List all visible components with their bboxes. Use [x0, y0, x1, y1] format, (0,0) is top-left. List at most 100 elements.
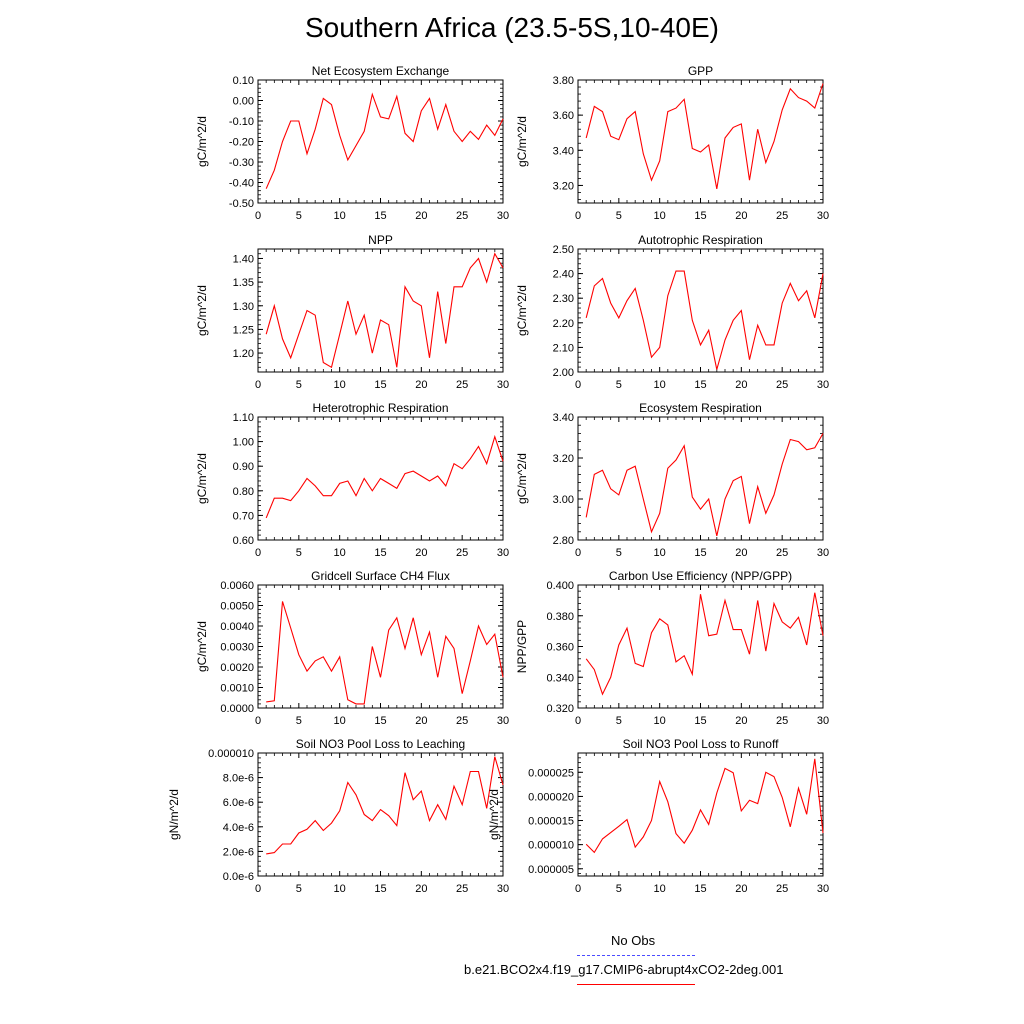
y-tick-label: 1.10	[233, 412, 254, 424]
x-tick-label: 0	[575, 547, 581, 559]
plot-frame	[257, 584, 504, 709]
x-tick-label: 5	[296, 210, 302, 222]
x-tick-label: 25	[776, 883, 788, 895]
y-tick-label: 0.00	[233, 96, 254, 108]
x-tick-label: 5	[296, 715, 302, 727]
x-tick-label: 30	[497, 883, 509, 895]
y-tick-label: 0.0010	[220, 683, 254, 695]
x-tick-label: 20	[415, 715, 427, 727]
x-tick-label: 15	[694, 210, 706, 222]
x-tick-label: 25	[456, 547, 468, 559]
x-tick-label: 0	[255, 379, 261, 391]
y-axis-label: gC/m^2/d	[195, 285, 209, 336]
x-tick-label: 10	[334, 883, 346, 895]
chart-soil-no3-pool-loss-to-leaching: 0 5 10 15 20 25 30 0.0e-6 2.0e-6 4.0e-6 6.0e-6 8.0e…	[167, 737, 509, 895]
y-tick-label: 2.10	[553, 342, 574, 354]
x-tick-label: 0	[575, 379, 581, 391]
x-tick-label: 25	[776, 210, 788, 222]
y-tick-label: 0.000010	[208, 748, 254, 760]
chart-soil-no3-pool-loss-to-runoff: 0 5 10 15 20 25 30 0.000005 0.000010 0.000015 0.00…	[487, 737, 829, 895]
plot-frame	[577, 584, 824, 709]
x-tick-label: 25	[456, 715, 468, 727]
y-tick-label: 3.40	[553, 412, 574, 424]
x-tick-label: 15	[374, 547, 386, 559]
x-tick-label: 10	[654, 547, 666, 559]
y-tick-label: 0.000010	[528, 840, 574, 852]
y-tick-label: 0.0000	[220, 703, 254, 715]
series-line	[585, 758, 824, 854]
series-line	[265, 252, 504, 369]
y-tick-label: 2.80	[553, 535, 574, 547]
x-tick-label: 30	[817, 547, 829, 559]
x-tick-label: 0	[575, 883, 581, 895]
y-tick-label: 1.35	[233, 277, 254, 289]
plot-frame	[577, 416, 824, 541]
x-tick-label: 20	[735, 715, 747, 727]
x-tick-label: 15	[374, 883, 386, 895]
series-line	[585, 83, 824, 189]
x-tick-label: 10	[654, 883, 666, 895]
x-tick-label: 25	[456, 883, 468, 895]
x-tick-label: 20	[415, 883, 427, 895]
x-tick-label: 15	[374, 715, 386, 727]
series-line	[265, 434, 504, 519]
series-line	[585, 270, 824, 370]
chart-title: Heterotrophic Respiration	[312, 401, 448, 415]
x-tick-label: 20	[735, 210, 747, 222]
x-tick-label: 15	[374, 379, 386, 391]
x-tick-label: 5	[616, 210, 622, 222]
x-tick-label: 10	[334, 715, 346, 727]
x-tick-label: 5	[616, 547, 622, 559]
x-tick-label: 30	[497, 547, 509, 559]
x-tick-label: 25	[776, 547, 788, 559]
y-tick-label: 1.25	[233, 324, 254, 336]
y-tick-label: 0.000015	[528, 816, 574, 828]
y-tick-label: 1.20	[233, 348, 254, 360]
y-axis-label: gN/m^2/d	[487, 789, 501, 840]
x-tick-label: 0	[255, 715, 261, 727]
x-tick-label: 15	[694, 883, 706, 895]
chart-title: Ecosystem Respiration	[639, 401, 762, 415]
x-tick-label: 5	[616, 379, 622, 391]
y-axis-label: gN/m^2/d	[167, 789, 181, 840]
y-tick-label: -0.20	[229, 137, 254, 149]
chart-title: Soil NO3 Pool Loss to Leaching	[296, 737, 465, 751]
y-tick-label: 0.400	[546, 580, 574, 592]
y-tick-label: 0.000025	[528, 767, 574, 779]
y-tick-label: 2.20	[553, 318, 574, 330]
y-tick-label: 2.00	[553, 367, 574, 379]
y-tick-label: 0.380	[546, 611, 574, 623]
chart-gpp: 0 5 10 15 20 25 30 3.20 3.40 3.60 3.80 GPP gC/m^2/d	[515, 64, 829, 222]
x-tick-label: 0	[255, 210, 261, 222]
x-tick-label: 20	[735, 883, 747, 895]
plot-frame	[257, 752, 504, 877]
chart-heterotrophic-respiration: 0 5 10 15 20 25 30 0.60 0.70 0.80 0.90 1.00 1.10 Hete…	[195, 401, 509, 559]
y-tick-label: 1.40	[233, 253, 254, 265]
y-axis-label: NPP/GPP	[515, 620, 529, 673]
plot-frame	[257, 79, 504, 204]
x-tick-label: 30	[817, 379, 829, 391]
x-tick-label: 30	[497, 210, 509, 222]
y-tick-label: 1.30	[233, 301, 254, 313]
x-tick-label: 20	[415, 379, 427, 391]
x-tick-label: 30	[817, 715, 829, 727]
chart-carbon-use-efficiency-npp-gpp: 0 5 10 15 20 25 30 0.320 0.340 0.360 0.380 0.400 Car…	[515, 569, 829, 727]
chart-title: Carbon Use Efficiency (NPP/GPP)	[609, 569, 792, 583]
x-tick-label: 25	[776, 379, 788, 391]
x-tick-label: 5	[296, 547, 302, 559]
x-tick-label: 10	[334, 210, 346, 222]
y-tick-label: 0.0060	[220, 580, 254, 592]
x-tick-label: 25	[776, 715, 788, 727]
y-tick-label: 0.000005	[528, 864, 574, 876]
x-tick-label: 0	[575, 210, 581, 222]
x-tick-label: 15	[694, 715, 706, 727]
y-tick-label: 2.40	[553, 269, 574, 281]
x-tick-label: 15	[694, 547, 706, 559]
y-tick-label: 2.50	[553, 244, 574, 256]
y-axis-label: gC/m^2/d	[195, 116, 209, 167]
y-tick-label: 2.0e-6	[223, 846, 254, 858]
x-tick-label: 20	[415, 547, 427, 559]
x-tick-label: 15	[374, 210, 386, 222]
x-tick-label: 5	[616, 715, 622, 727]
